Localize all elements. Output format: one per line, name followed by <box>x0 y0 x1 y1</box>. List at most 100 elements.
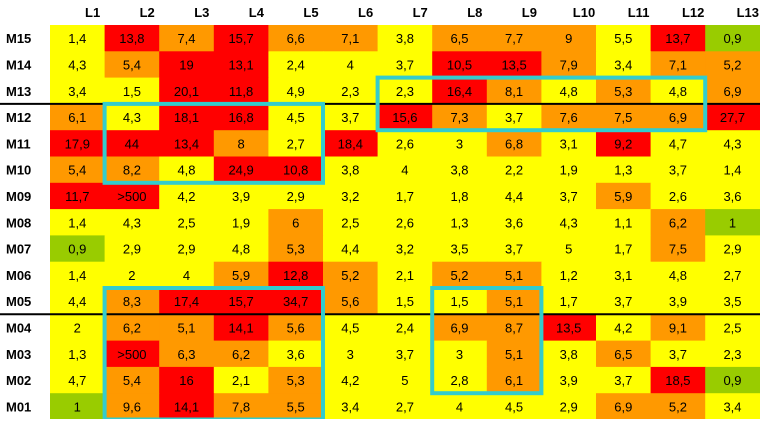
heatmap-cell-M07-L1 <box>50 235 106 263</box>
heatmap-cell-M09-L7 <box>377 182 433 210</box>
heatmap-cell-M13-L8 <box>432 77 488 105</box>
heatmap-cell-M10-L10 <box>541 156 597 184</box>
cell-value-M09-L3: 4,2 <box>177 189 195 204</box>
cell-value-M04-L8: 6,9 <box>450 320 468 335</box>
heatmap-cell-M15-L7 <box>377 25 433 52</box>
cell-value-M12-L10: 7,6 <box>560 110 578 125</box>
cell-value-M03-L2: >500 <box>117 347 146 362</box>
heatmap-cell-M04-L12 <box>650 314 706 342</box>
heatmap-cell-M11-L12 <box>650 130 706 157</box>
heatmap-cell-M11-L10 <box>541 130 597 157</box>
heatmap-cell-M02-L12 <box>650 366 706 394</box>
cell-value-M08-L7: 2,6 <box>396 215 414 230</box>
heatmap-cell-M07-L10 <box>541 235 597 263</box>
heatmap-cell-M10-L1 <box>50 156 106 184</box>
heatmap-cell-M09-L2 <box>104 182 160 210</box>
cell-value-M06-L7: 2,1 <box>396 268 414 283</box>
column-label-L2: L2 <box>140 5 155 20</box>
heatmap-cell-M04-L1 <box>50 314 106 342</box>
heatmap-cell-M06-L1 <box>50 261 106 289</box>
row-label-M15: M15 <box>6 31 31 46</box>
cell-value-M04-L12: 9,1 <box>669 320 687 335</box>
heatmap-cell-M04-L9 <box>486 314 542 342</box>
cell-value-M11-L9: 6,8 <box>505 136 523 151</box>
heatmap-cell-M10-L2 <box>104 156 160 184</box>
heatmap-cell-M05-L13 <box>705 288 760 315</box>
heatmap-cell-M13-L6 <box>323 77 379 105</box>
heatmap-cell-M04-L5 <box>268 314 324 342</box>
heatmap-cell-M12-L12 <box>650 103 706 131</box>
cell-value-M15-L13: 0,9 <box>723 31 741 46</box>
heatmap-cell-M13-L9 <box>486 77 542 105</box>
cell-value-M13-L7: 2,3 <box>396 84 414 99</box>
cell-value-M07-L7: 3,2 <box>396 242 414 257</box>
heatmap-cell-M11-L5 <box>268 130 324 157</box>
cell-value-M01-L9: 4,5 <box>505 399 523 414</box>
heatmap-cell-M07-L13 <box>705 235 760 263</box>
heatmap-cell-M08-L9 <box>486 209 542 236</box>
heatmap-cell-M08-L11 <box>596 209 652 236</box>
column-label-L7: L7 <box>413 5 428 20</box>
cell-value-M01-L8: 4 <box>456 399 463 414</box>
heatmap-cell-M06-L13 <box>705 261 760 289</box>
highlight-box-2 <box>375 75 708 133</box>
cell-value-M13-L5: 4,9 <box>287 84 305 99</box>
cell-value-M01-L12: 5,2 <box>669 399 687 414</box>
heatmap-cell-M14-L12 <box>650 51 706 79</box>
cell-value-M15-L2: 13,8 <box>119 31 144 46</box>
column-label-L6: L6 <box>358 5 373 20</box>
cell-value-M14-L4: 13,1 <box>228 57 253 72</box>
cell-value-M05-L10: 1,7 <box>560 294 578 309</box>
heatmap-cell-M10-L12 <box>650 156 706 184</box>
heatmap-cell-M11-L13 <box>705 130 760 157</box>
cell-value-M04-L2: 6,2 <box>123 320 141 335</box>
heatmap-cell-M10-L3 <box>159 156 215 184</box>
heatmap-cell-M15-L10 <box>541 25 597 52</box>
highlight-box-1 <box>102 101 325 185</box>
cell-value-M09-L1: 11,7 <box>65 189 89 204</box>
cell-value-M09-L13: 3,6 <box>723 189 741 204</box>
cell-value-M07-L10: 5 <box>565 242 572 257</box>
heatmap-cell-M08-L2 <box>104 209 160 236</box>
row-label-M10: M10 <box>6 163 31 178</box>
heatmap-cell-M13-L5 <box>268 77 324 105</box>
heatmap-cell-M07-L9 <box>486 235 542 263</box>
heatmap-cell-M09-L8 <box>432 182 488 210</box>
cell-value-M11-L3: 13,4 <box>174 136 199 151</box>
cell-value-M13-L1: 3,4 <box>68 84 86 99</box>
cell-value-M09-L6: 3,2 <box>341 189 359 204</box>
heatmap-cell-M14-L7 <box>377 51 433 79</box>
cell-value-M07-L11: 1,7 <box>614 242 632 257</box>
cell-value-M01-L6: 3,4 <box>341 399 359 414</box>
cell-value-M08-L12: 6,2 <box>669 215 687 230</box>
cell-value-M14-L3: 19 <box>179 57 193 72</box>
heatmap-cell-M03-L7 <box>377 340 433 368</box>
cell-value-M13-L8: 16,4 <box>447 84 472 99</box>
cell-value-M13-L10: 4,8 <box>560 84 578 99</box>
heatmap-cell-M03-L13 <box>705 340 760 368</box>
cell-value-M05-L7: 1,5 <box>396 294 414 309</box>
heatmap-cell-M13-L11 <box>596 77 652 105</box>
cell-value-M05-L5: 34,7 <box>283 294 308 309</box>
heatmap-cell-M04-L11 <box>596 314 652 342</box>
cell-value-M15-L10: 9 <box>565 31 572 46</box>
heatmap-cell-M09-L9 <box>486 182 542 210</box>
cell-value-M06-L8: 5,2 <box>450 268 468 283</box>
row-label-M14: M14 <box>6 57 32 72</box>
heatmap-cell-M06-L11 <box>596 261 652 289</box>
cell-value-M11-L5: 2,7 <box>287 136 305 151</box>
cell-value-M05-L11: 3,7 <box>614 294 632 309</box>
cell-value-M14-L8: 10,5 <box>447 57 472 72</box>
cell-value-M10-L7: 4 <box>401 163 408 178</box>
cell-value-M11-L1: 17,9 <box>65 136 90 151</box>
heatmap-cell-M03-L5 <box>268 340 324 368</box>
cell-value-M06-L9: 5,1 <box>505 268 523 283</box>
cell-value-M11-L7: 2,6 <box>396 136 414 151</box>
heatmap-cell-M14-L2 <box>104 51 160 79</box>
heatmap-cell-M14-L6 <box>323 51 379 79</box>
heatmap-cell-M15-L11 <box>596 25 652 52</box>
heatmap-cell-M02-L5 <box>268 366 324 394</box>
cell-value-M03-L8: 3 <box>456 347 463 362</box>
cell-value-M06-L11: 3,1 <box>614 268 632 283</box>
